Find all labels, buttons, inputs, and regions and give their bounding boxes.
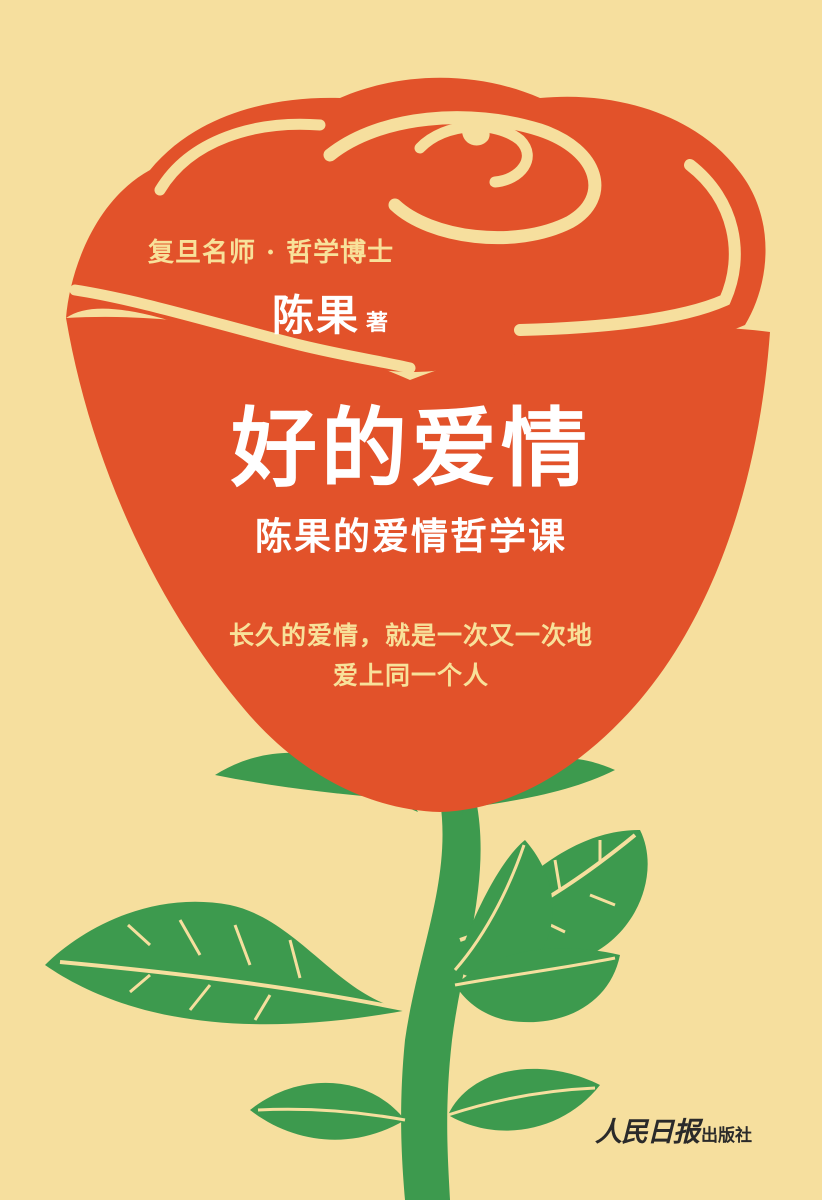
author-name: 陈果 [272, 291, 361, 340]
publisher: 人民日报 出版社 [595, 1110, 752, 1149]
book-title: 好的爱情 [231, 399, 591, 499]
leaf-bottom-left [250, 1082, 406, 1140]
leaf-left [45, 901, 409, 1025]
leaf-right-lower [454, 948, 620, 1023]
leaf-right-middle [453, 840, 553, 981]
petal-line-right [514, 159, 741, 336]
petal-line-outer [154, 118, 326, 196]
petal-line-spiral [323, 111, 602, 245]
petal-center-dot [462, 124, 490, 146]
cover-quote-line-1: 长久的爱情，就是一次又一次地 [228, 621, 593, 650]
author-line: 陈果著 [272, 282, 388, 343]
rose-bloom [66, 316, 770, 812]
publisher-suffix: 出版社 [701, 1126, 752, 1146]
cover-quote-line-2: 爱上同一个人 [332, 661, 489, 690]
author-role: 著 [366, 310, 389, 336]
book-subtitle: 陈果的爱情哲学课 [255, 515, 567, 558]
petal-line-left [69, 284, 416, 374]
leaf-bottom-right [447, 1068, 600, 1131]
petal-line-inner [414, 121, 533, 188]
publisher-logo: 人民日报 [595, 1117, 700, 1148]
rose-stem [401, 800, 481, 1200]
author-tagline: 复旦名师 · 哲学博士 [148, 238, 395, 268]
